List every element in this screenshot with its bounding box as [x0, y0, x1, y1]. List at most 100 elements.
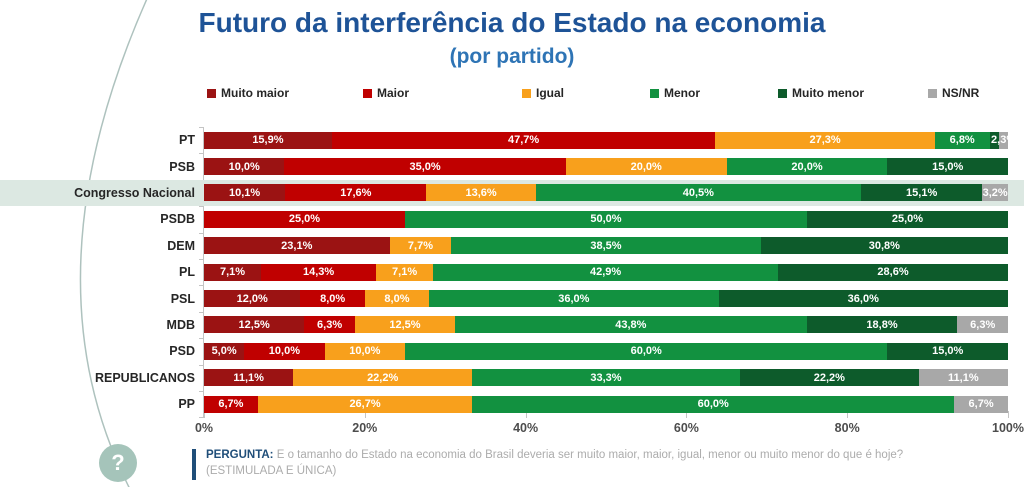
legend-swatch-icon — [778, 88, 787, 98]
bar-segment-value: 3,2% — [982, 186, 1008, 199]
x-axis-tick-label: 20% — [352, 421, 378, 435]
category-axis-tick — [199, 391, 203, 392]
legend-item-ns_nr: NS/NR — [928, 86, 979, 100]
row-label: PSL — [170, 291, 195, 306]
bar-segment-value: 20,0% — [630, 160, 662, 173]
bar-segment-value: 42,9% — [589, 266, 622, 279]
row-label: REPUBLICANOS — [94, 370, 195, 385]
bar-segment-muito_maior: 23,1% — [204, 237, 390, 255]
bar-segment-muito_maior: 12,5% — [204, 316, 305, 334]
bar-segment-muito_menor: 22,2% — [740, 369, 919, 387]
bar-segment-menor: 36,0% — [429, 290, 719, 308]
legend-swatch-icon — [363, 88, 372, 98]
bar-segment-value: 35,0% — [409, 160, 441, 173]
bar-chart-rows: PT 15,9% 47,7% 27,3% 6,8% 2,3% PSB 10,0% 35,0% 20… — [0, 127, 1024, 417]
row-label: DEM — [167, 238, 195, 253]
category-axis-tick — [199, 338, 203, 340]
bar-segment-muito_maior: 7,1% — [204, 263, 262, 281]
bar-track: 7,1% 14,3% 7,1% 42,9% 28,6% — [204, 263, 1008, 281]
bar-segment-igual: 10,0% — [324, 342, 406, 360]
bar-track: 10,0% 35,0% 20,0% 20,0% 15,0% — [204, 158, 1008, 176]
x-axis-tick — [686, 411, 688, 418]
row-label: PSD — [169, 344, 195, 359]
bar-segment-value: 33,3% — [590, 371, 622, 384]
bar-track: 5,0% 10,0% 10,0% 60,0% 15,0% — [204, 342, 1009, 360]
x-axis-tick — [364, 411, 366, 418]
category-axis-tick — [199, 285, 203, 287]
bar-segment-value: 15,0% — [932, 160, 964, 173]
bar-segment-muito_menor: 36,0% — [718, 290, 1008, 308]
chart-row-congresso-nacional: Congresso Nacional 10,1% 17,6% 13,6% 40,5% 15… — [0, 179, 1024, 207]
row-label: MDB — [166, 317, 195, 332]
bar-segment-muito_maior: 15,9% — [204, 131, 332, 149]
bar-track: 6,7% 26,7% 60,0% 6,7% — [204, 395, 1008, 413]
bar-segment-value: 60,0% — [630, 345, 662, 358]
bar-segment-value: 10,0% — [268, 345, 300, 358]
legend-swatch-icon — [650, 88, 659, 98]
legend-swatch-icon — [207, 88, 216, 98]
chart-row-pp: PP 6,7% 26,7% 60,0% 6,7% — [0, 391, 1024, 417]
bar-segment-value: 6,3% — [317, 318, 343, 331]
bar-segment-value: 14,3% — [302, 266, 335, 279]
bar-segment-value: 36,0% — [847, 292, 879, 305]
chart-subtitle: (por partido) — [449, 45, 575, 68]
bar-track: 11,1% 22,2% 33,3% 22,2% 11,1% — [204, 369, 1008, 387]
bar-segment-value: 15,0% — [932, 345, 964, 358]
bar-segment-value: 7,1% — [220, 266, 246, 279]
bar-segment-value: 2,3% — [991, 134, 1017, 147]
bar-segment-value: 20,0% — [791, 160, 823, 173]
bar-segment-maior: 6,7% — [204, 395, 258, 413]
bar-segment-value: 7,7% — [407, 239, 433, 252]
bar-segment-muito_menor: 30,8% — [760, 237, 1008, 255]
category-axis-tick — [199, 311, 203, 313]
x-axis-tick-label: 0% — [194, 421, 214, 435]
bar-track: 10,1% 17,6% 13,6% 40,5% 15,1% 3,2% — [204, 184, 1008, 202]
bar-segment-muito_menor: 15,0% — [887, 158, 1008, 176]
bar-segment-value: 47,7% — [508, 134, 540, 147]
bar-segment-igual: 7,1% — [376, 263, 434, 281]
bar-segment-value: 40,5% — [682, 186, 714, 199]
bar-segment-value: 10,0% — [349, 345, 381, 358]
chart-title: Futuro da interferência do Estado na eco… — [198, 7, 826, 38]
bar-segment-igual: 12,5% — [354, 316, 456, 334]
x-axis-tick-label: 40% — [513, 421, 539, 435]
bar-segment-value: 6,7% — [968, 398, 994, 411]
chart-row-dem: DEM 23,1% 7,7% 38,5% 30,8% — [0, 233, 1024, 259]
legend-swatch-icon — [522, 88, 531, 98]
bar-segment-muito_maior: 10,1% — [204, 184, 286, 202]
legend-label: Menor — [664, 86, 700, 100]
bar-track: 12,5% 6,3% 12,5% 43,8% 18,8% 6,3% — [204, 316, 1008, 334]
bar-segment-value: 22,2% — [813, 371, 845, 384]
bar-segment-value: 36,0% — [558, 292, 590, 305]
bar-segment-igual: 27,3% — [715, 131, 935, 149]
bar-segment-value: 5,0% — [211, 345, 237, 358]
bar-segment-value: 6,3% — [970, 318, 996, 331]
bar-track: 12,0% 8,0% 8,0% 36,0% 36,0% — [204, 290, 1008, 308]
bar-segment-value: 30,8% — [868, 239, 900, 252]
bar-segment-value: 11,1% — [948, 371, 979, 384]
category-axis-tick — [199, 232, 203, 234]
bar-segment-value: 15,1% — [906, 186, 938, 199]
x-axis-labels: 0% 20% 40% 60% 80% 100% — [195, 421, 1024, 437]
bar-track: 23,1% 7,7% 38,5% 30,8% — [204, 237, 1008, 255]
bar-segment-muito_menor: 15,1% — [861, 184, 983, 202]
bar-segment-value: 43,8% — [615, 318, 647, 331]
bar-segment-muito_menor: 25,0% — [807, 210, 1008, 228]
bar-segment-igual: 13,6% — [426, 184, 536, 202]
bar-segment-igual: 7,7% — [389, 237, 452, 255]
bar-segment-menor: 20,0% — [726, 158, 888, 176]
legend-label: Muito maior — [221, 86, 289, 100]
bar-segment-value: 26,7% — [349, 398, 381, 411]
bar-segment-igual: 20,0% — [565, 158, 727, 176]
x-axis-tick — [847, 411, 849, 418]
bar-segment-value: 28,6% — [877, 266, 909, 279]
bar-segment-igual: 8,0% — [364, 290, 430, 308]
chart-row-pl: PL 7,1% 14,3% 7,1% 42,9% 28,6% — [0, 259, 1024, 285]
bar-segment-maior: 8,0% — [300, 290, 365, 308]
row-label: PP — [178, 397, 195, 412]
bar-segment-value: 12,5% — [238, 318, 270, 331]
bar-segment-ns_nr: 11,1% — [918, 369, 1008, 387]
bar-segment-value: 60,0% — [697, 398, 729, 411]
row-label: PT — [179, 133, 195, 148]
bar-segment-value: 25,0% — [891, 213, 924, 226]
